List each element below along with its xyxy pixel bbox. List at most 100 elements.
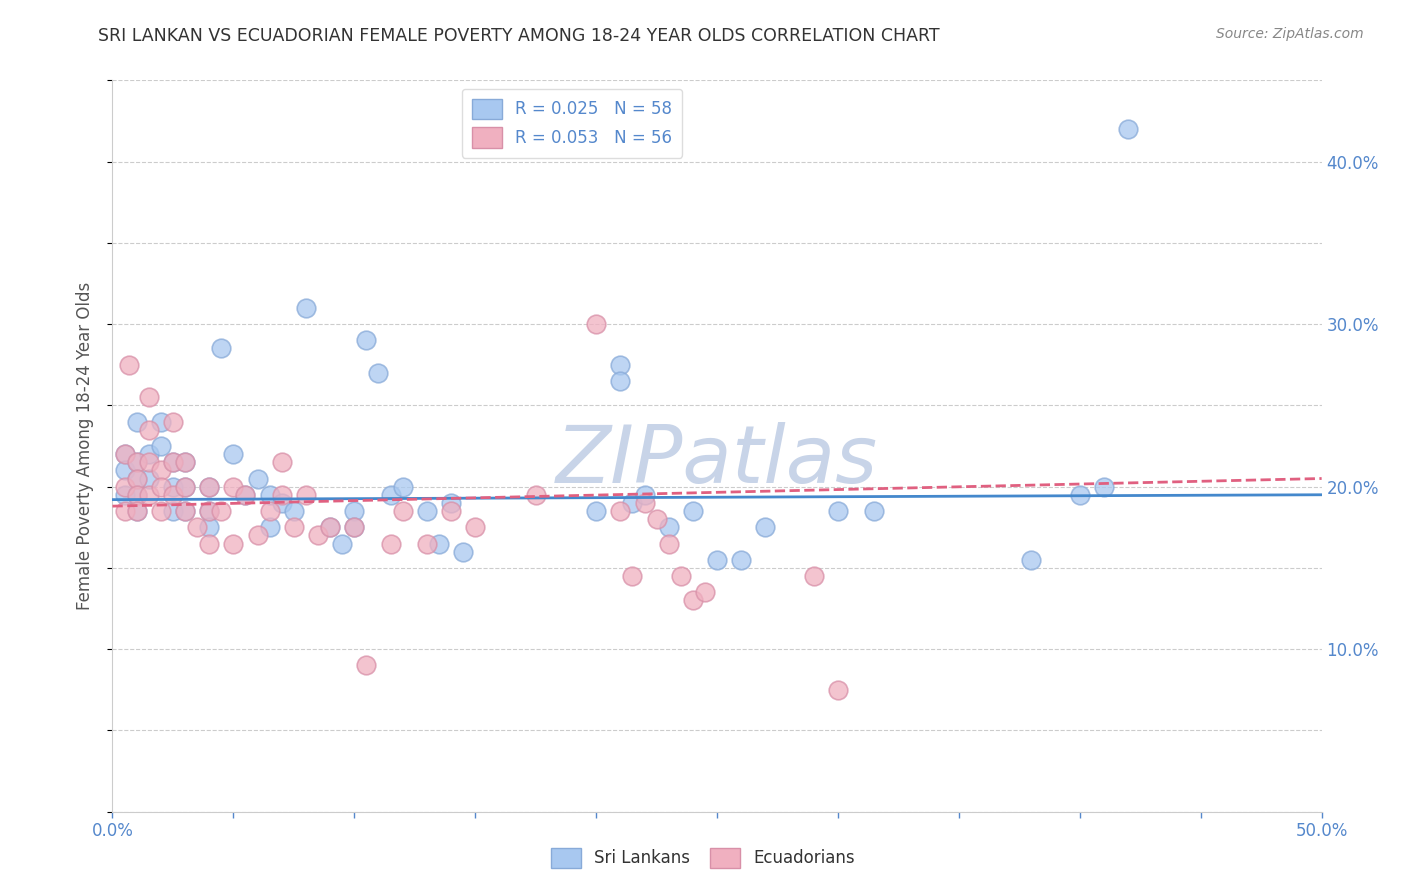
Point xyxy=(295,488,318,502)
Point xyxy=(118,358,141,372)
Point xyxy=(295,301,318,315)
Point xyxy=(259,504,281,518)
Point xyxy=(827,682,849,697)
Point xyxy=(451,544,474,558)
Point xyxy=(138,423,160,437)
Point xyxy=(1116,122,1139,136)
Point xyxy=(416,504,439,518)
Point xyxy=(658,536,681,550)
Point xyxy=(259,520,281,534)
Point xyxy=(440,496,463,510)
Point xyxy=(319,520,342,534)
Point xyxy=(125,488,148,502)
Point xyxy=(222,480,245,494)
Point xyxy=(367,366,389,380)
Point xyxy=(270,455,292,469)
Point xyxy=(343,520,366,534)
Point xyxy=(222,536,245,550)
Point xyxy=(693,585,716,599)
Point xyxy=(803,569,825,583)
Point xyxy=(162,480,184,494)
Point xyxy=(114,447,136,461)
Legend: Sri Lankans, Ecuadorians: Sri Lankans, Ecuadorians xyxy=(544,841,862,875)
Point xyxy=(138,390,160,404)
Point xyxy=(270,488,292,502)
Point xyxy=(682,504,704,518)
Point xyxy=(114,480,136,494)
Point xyxy=(609,504,631,518)
Point xyxy=(198,536,221,550)
Point xyxy=(609,374,631,388)
Point xyxy=(440,504,463,518)
Point xyxy=(114,447,136,461)
Point xyxy=(343,504,366,518)
Point xyxy=(162,455,184,469)
Point xyxy=(1021,553,1043,567)
Point xyxy=(235,488,257,502)
Point xyxy=(222,447,245,461)
Point xyxy=(259,488,281,502)
Point xyxy=(125,504,148,518)
Point xyxy=(186,520,208,534)
Point xyxy=(319,520,342,534)
Point xyxy=(138,447,160,461)
Point xyxy=(827,504,849,518)
Point xyxy=(730,553,752,567)
Point xyxy=(174,480,197,494)
Point xyxy=(621,569,644,583)
Point xyxy=(621,496,644,510)
Point xyxy=(524,488,547,502)
Point xyxy=(669,569,692,583)
Point xyxy=(270,496,292,510)
Point xyxy=(138,471,160,485)
Point xyxy=(209,504,232,518)
Point xyxy=(633,488,655,502)
Point xyxy=(198,480,221,494)
Point xyxy=(427,536,450,550)
Point xyxy=(380,488,402,502)
Point xyxy=(125,455,148,469)
Point xyxy=(209,342,232,356)
Point xyxy=(125,488,148,502)
Point xyxy=(138,488,160,502)
Y-axis label: Female Poverty Among 18-24 Year Olds: Female Poverty Among 18-24 Year Olds xyxy=(76,282,94,610)
Point xyxy=(174,455,197,469)
Text: Source: ZipAtlas.com: Source: ZipAtlas.com xyxy=(1216,27,1364,41)
Point xyxy=(863,504,886,518)
Point xyxy=(307,528,329,542)
Point xyxy=(149,415,172,429)
Point xyxy=(149,480,172,494)
Legend: R = 0.025   N = 58, R = 0.053   N = 56: R = 0.025 N = 58, R = 0.053 N = 56 xyxy=(461,88,682,158)
Point xyxy=(149,504,172,518)
Point xyxy=(198,504,221,518)
Point xyxy=(125,504,148,518)
Point xyxy=(235,488,257,502)
Point xyxy=(162,488,184,502)
Point xyxy=(283,504,305,518)
Point xyxy=(464,520,486,534)
Point xyxy=(645,512,668,526)
Point xyxy=(343,520,366,534)
Point xyxy=(114,463,136,477)
Text: ZIPatlas: ZIPatlas xyxy=(555,422,879,500)
Point xyxy=(330,536,353,550)
Point xyxy=(198,504,221,518)
Point xyxy=(174,504,197,518)
Point xyxy=(198,480,221,494)
Point xyxy=(682,593,704,607)
Point xyxy=(125,415,148,429)
Point xyxy=(138,455,160,469)
Point xyxy=(174,480,197,494)
Point xyxy=(246,471,269,485)
Point xyxy=(125,471,148,485)
Point xyxy=(149,463,172,477)
Point xyxy=(1092,480,1115,494)
Point xyxy=(356,334,378,348)
Point xyxy=(198,520,221,534)
Point xyxy=(162,455,184,469)
Point xyxy=(125,455,148,469)
Point xyxy=(380,536,402,550)
Point xyxy=(149,439,172,453)
Point xyxy=(114,504,136,518)
Point xyxy=(162,415,184,429)
